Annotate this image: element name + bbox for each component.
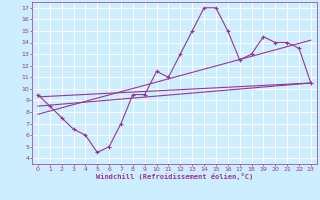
- X-axis label: Windchill (Refroidissement éolien,°C): Windchill (Refroidissement éolien,°C): [96, 173, 253, 180]
